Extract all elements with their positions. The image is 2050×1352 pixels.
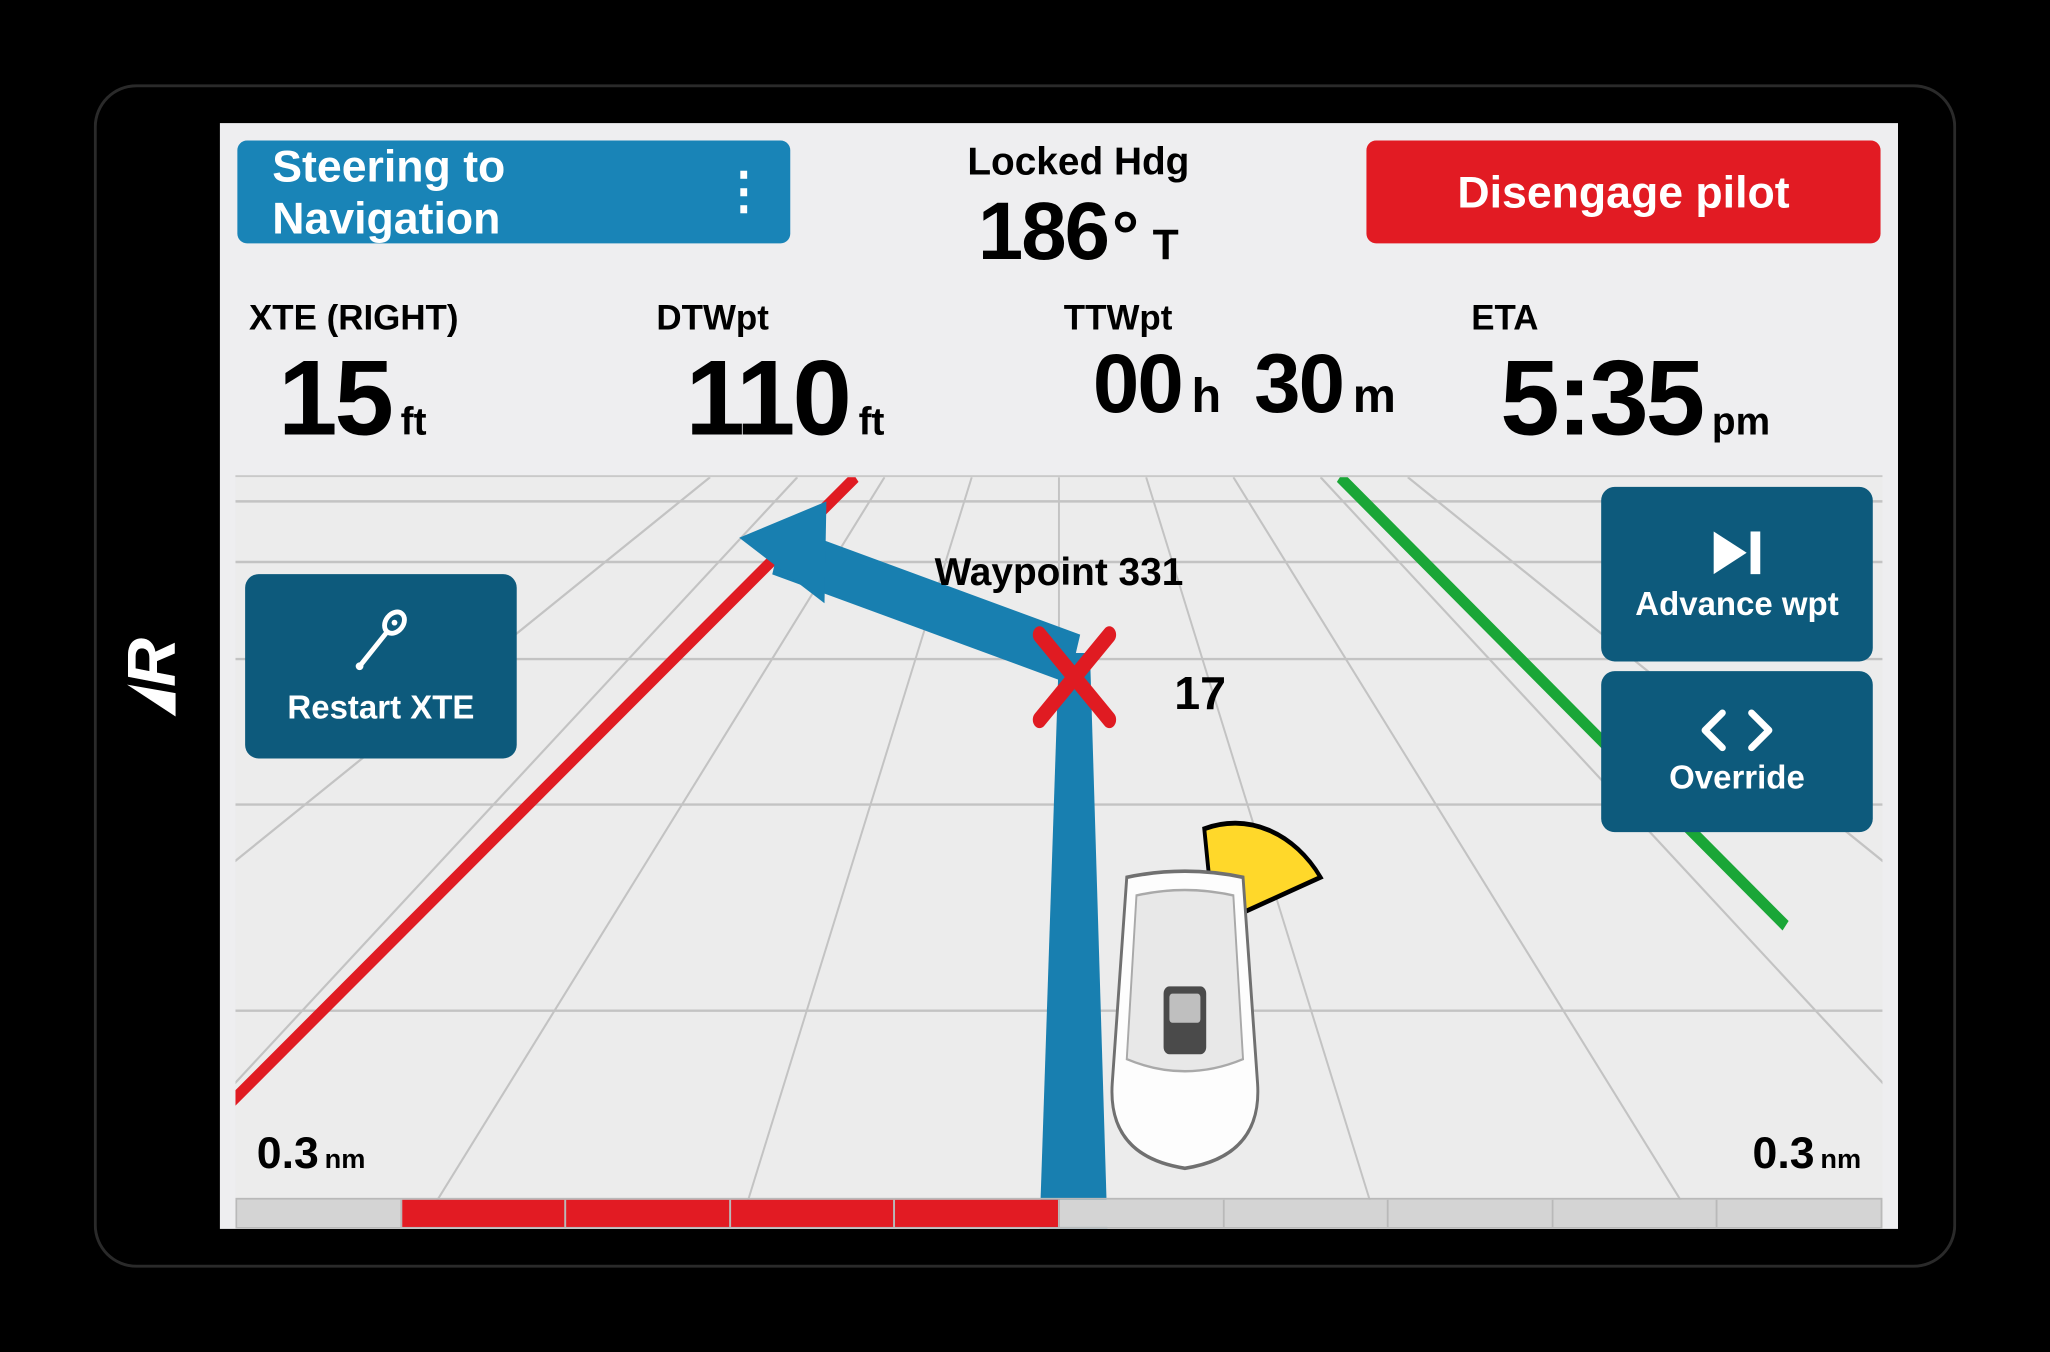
metrics-row: XTE (RIGHT) 15 ft DTWpt 110 ft TTWpt 00h xyxy=(220,278,1898,471)
locked-heading-label: Locked Hdg xyxy=(814,141,1344,185)
xte-scale-segment xyxy=(1553,1200,1718,1227)
waypoint-label: Waypoint 331 xyxy=(935,551,1184,595)
xte-scale-segment xyxy=(402,1200,567,1227)
disengage-pilot-button[interactable]: Disengage pilot xyxy=(1366,141,1880,244)
more-options-icon[interactable]: ⋮ xyxy=(718,184,761,201)
steering-mode-button[interactable]: Steering to Navigation ⋮ xyxy=(237,141,790,244)
advance-waypoint-button[interactable]: Advance wpt xyxy=(1601,487,1873,662)
own-vessel-icon xyxy=(1112,871,1258,1168)
screen: Steering to Navigation ⋮ Locked Hdg 186 … xyxy=(220,123,1898,1229)
locked-heading-value: 186 xyxy=(978,184,1108,278)
xte-scale-segment xyxy=(1224,1200,1389,1227)
metric-dtwpt: DTWpt 110 ft xyxy=(656,298,1054,460)
top-bar: Steering to Navigation ⋮ Locked Hdg 186 … xyxy=(220,123,1898,278)
locked-heading-readout: Locked Hdg 186 ° T xyxy=(814,141,1344,279)
override-button[interactable]: Override xyxy=(1601,671,1873,832)
xte-scale-bar xyxy=(235,1198,1882,1229)
restart-xte-icon xyxy=(342,606,420,684)
brand-logo: R xyxy=(113,640,191,712)
locked-heading-degree: ° xyxy=(1112,197,1139,275)
locked-heading-unit: T xyxy=(1153,221,1179,270)
rudder-angle-value: 17 xyxy=(1174,667,1226,720)
xte-scale-segment xyxy=(566,1200,731,1227)
restart-xte-button[interactable]: Restart XTE xyxy=(245,574,517,758)
range-right-readout: 0.3 nm xyxy=(1753,1126,1862,1178)
override-arrows-icon xyxy=(1693,707,1780,754)
device-frame: R Steering to Navigation ⋮ Locked Hdg 18… xyxy=(94,84,1956,1267)
metric-eta: ETA 5:35 pm xyxy=(1471,298,1869,460)
skip-next-icon xyxy=(1706,525,1768,579)
xte-scale-segment xyxy=(1718,1200,1881,1227)
metric-xte: XTE (RIGHT) 15 ft xyxy=(249,298,647,460)
xte-scale-segment xyxy=(1060,1200,1225,1227)
xte-scale-segment xyxy=(1389,1200,1554,1227)
metric-ttwpt: TTWpt 00h 30m xyxy=(1064,298,1462,460)
steering-mode-label: Steering to Navigation xyxy=(272,140,718,245)
xte-scale-segment xyxy=(731,1200,896,1227)
navigation-perspective-view: Waypoint 331 17 0.3 nm 0.3 nm xyxy=(235,475,1882,1229)
range-left-readout: 0.3 nm xyxy=(257,1126,366,1178)
xte-scale-segment xyxy=(895,1200,1060,1227)
xte-scale-segment xyxy=(237,1200,402,1227)
